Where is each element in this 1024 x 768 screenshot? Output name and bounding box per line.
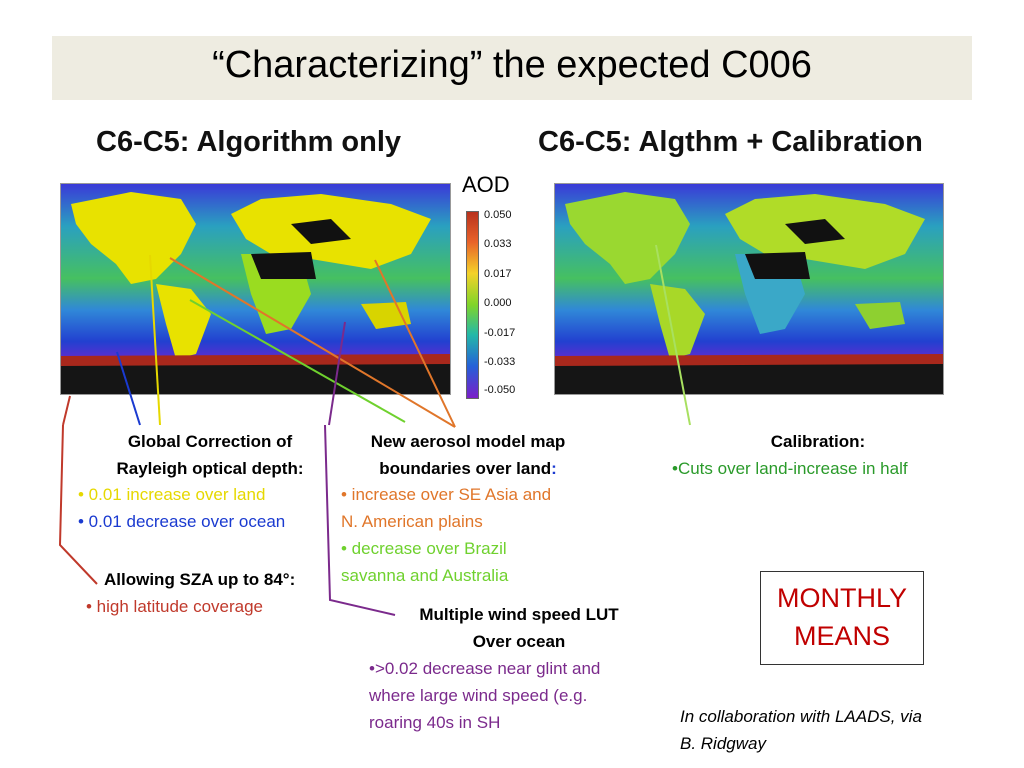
rayleigh-title-line: Rayleigh optical depth: bbox=[116, 459, 304, 478]
aerosol-increase-line: N. American plains bbox=[341, 512, 483, 531]
wind-bullet-line: •>0.02 decrease near glint and bbox=[369, 659, 601, 678]
wind-title-line: Over ocean bbox=[472, 632, 566, 651]
aerosol-title-colon: : bbox=[551, 459, 557, 478]
calibration-title: Calibration: bbox=[770, 432, 866, 451]
slide-title: “Characterizing” the expected C006 bbox=[212, 44, 812, 86]
wind-title-line: Multiple wind speed LUT bbox=[419, 605, 619, 624]
land-leader-line bbox=[149, 254, 161, 426]
aerosol-leader-line bbox=[169, 257, 456, 428]
colorbar-tick: 0.050 bbox=[484, 209, 512, 221]
calibration-leader-line bbox=[655, 244, 691, 426]
wind-bullet-line: roaring 40s in SH bbox=[369, 713, 501, 732]
sza-leader-line bbox=[58, 424, 98, 585]
left-aod-difference-map bbox=[60, 183, 451, 395]
aerosol-title: New aerosol model map boundaries over la… bbox=[345, 428, 591, 482]
right-aod-difference-map bbox=[554, 183, 944, 395]
credit-text: In collaboration with LAADS, via B. Ridg… bbox=[680, 703, 922, 757]
rayleigh-ocean-bullet: • 0.01 decrease over ocean bbox=[78, 512, 286, 531]
colorbar-tick: 0.033 bbox=[484, 238, 512, 250]
credit-line: B. Ridgway bbox=[680, 734, 766, 753]
colorbar-tick: -0.050 bbox=[484, 384, 516, 396]
aerosol-increase-bullet: • increase over SE Asia and N. American … bbox=[341, 481, 551, 535]
colorbar-tick: -0.033 bbox=[484, 356, 516, 368]
monthly-means-line: MEANS bbox=[793, 621, 891, 651]
aerosol-decrease-line: • decrease over Brazil bbox=[341, 539, 507, 558]
colorbar-title: AOD bbox=[462, 172, 510, 197]
rayleigh-title-line: Global Correction of bbox=[127, 432, 293, 451]
aerosol-leader-line bbox=[374, 259, 456, 428]
monthly-means-box: MONTHLY MEANS bbox=[760, 571, 924, 665]
left-panel-heading: C6-C5: Algorithm only bbox=[96, 126, 402, 158]
sza-title: Allowing SZA up to 84°: bbox=[104, 570, 296, 589]
aerosol-increase-line: • increase over SE Asia and bbox=[341, 485, 552, 504]
ocean-leader-line bbox=[116, 351, 141, 426]
colorbar-tick: 0.017 bbox=[484, 268, 512, 280]
aerosol-decrease-bullet: • decrease over Brazil savanna and Austr… bbox=[341, 535, 508, 589]
wind-leader-line bbox=[324, 424, 396, 616]
rayleigh-title: Global Correction of Rayleigh optical de… bbox=[110, 428, 310, 482]
sza-leader-line bbox=[62, 395, 71, 426]
sza-bullet: • high latitude coverage bbox=[86, 597, 264, 616]
title-banner bbox=[52, 36, 972, 100]
wind-leader-line bbox=[328, 321, 346, 426]
aerosol-title-line: New aerosol model map bbox=[370, 432, 566, 451]
calibration-bullet: •Cuts over land-increase in half bbox=[672, 459, 908, 478]
colorbar-tick: -0.017 bbox=[484, 327, 516, 339]
wind-bullet: •>0.02 decrease near glint and where lar… bbox=[369, 655, 600, 736]
wind-bullet-line: where large wind speed (e.g. bbox=[369, 686, 588, 705]
aerosol-decrease-line: savanna and Australia bbox=[341, 566, 509, 585]
wind-title: Multiple wind speed LUT Over ocean bbox=[392, 601, 646, 655]
aerosol-title-line: boundaries over land bbox=[379, 459, 552, 478]
credit-line: In collaboration with LAADS, via bbox=[680, 707, 922, 726]
monthly-means-line: MONTHLY bbox=[776, 583, 907, 613]
right-panel-heading: C6-C5: Algthm + Calibration bbox=[538, 126, 923, 158]
colorbar-tick: 0.000 bbox=[484, 297, 512, 309]
aerosol-leader-line bbox=[189, 299, 406, 423]
rayleigh-land-bullet: • 0.01 increase over land bbox=[78, 485, 266, 504]
colorbar bbox=[466, 211, 479, 399]
